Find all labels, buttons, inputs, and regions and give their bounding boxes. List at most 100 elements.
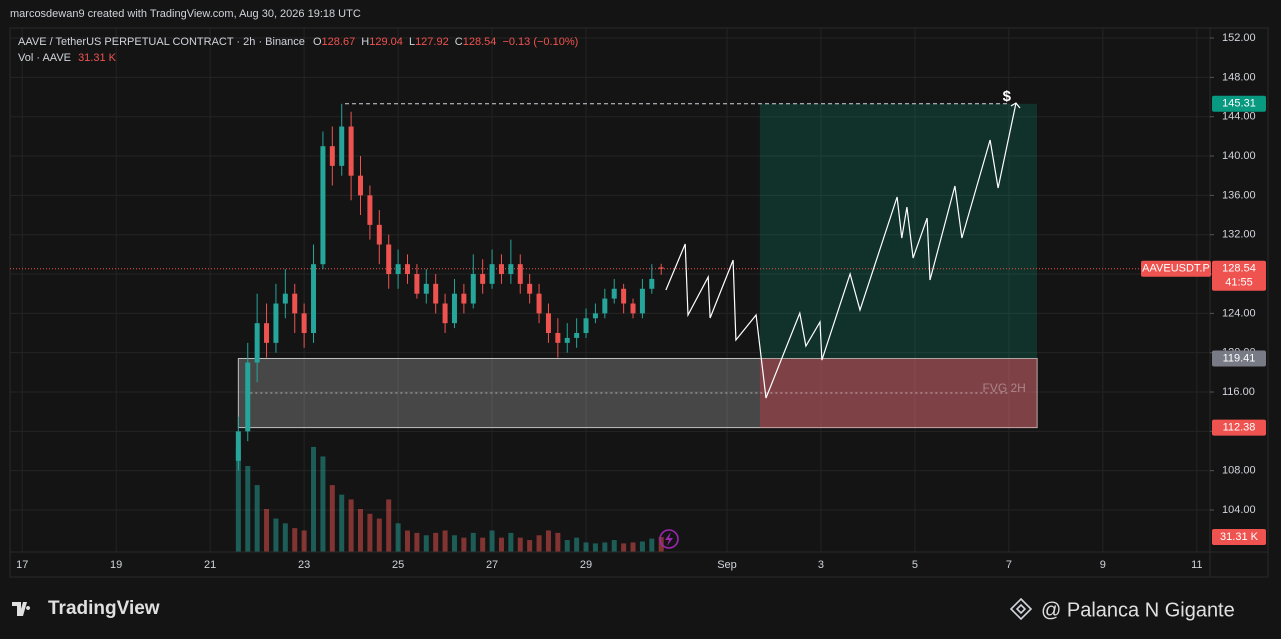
candle-body <box>264 323 270 343</box>
candle-body <box>273 303 279 343</box>
candle-body <box>301 313 307 334</box>
legend-o: O <box>313 36 322 48</box>
candle-body <box>649 278 655 289</box>
volume-bar <box>498 537 504 552</box>
symbol-tag-bg <box>1141 260 1211 277</box>
candle-body <box>583 318 589 334</box>
volume-bar <box>254 485 260 552</box>
volume-bar <box>630 542 636 552</box>
volume-title: Vol · AAVE <box>18 52 71 64</box>
candle-body <box>489 264 495 284</box>
volume-bar <box>367 513 373 552</box>
candle-body <box>358 175 364 196</box>
volume-bar <box>555 532 561 552</box>
y-tick-label: 148.00 <box>1222 71 1256 83</box>
candle-body <box>433 283 439 304</box>
volume-bar <box>292 528 298 552</box>
candle-body <box>292 293 298 314</box>
volume-bar <box>320 456 326 552</box>
candle-body <box>564 337 570 343</box>
volume-bar <box>574 537 580 552</box>
candle-body <box>639 288 645 314</box>
x-tick-label: 27 <box>486 559 498 571</box>
header: marcosdewan9 created with TradingView.co… <box>10 8 361 20</box>
volume-bar <box>329 485 335 552</box>
y-tick-label: 140.00 <box>1222 150 1256 162</box>
candle-body <box>442 303 448 324</box>
target-tag: 145.31 <box>1222 98 1256 110</box>
candle-body <box>414 274 420 294</box>
volume-bar <box>423 535 429 552</box>
candle-body <box>423 283 429 294</box>
candle-body <box>386 244 392 275</box>
volume-bar <box>311 446 317 552</box>
candle-body <box>480 274 486 284</box>
candle-body <box>536 293 542 314</box>
volume-bar <box>404 530 410 552</box>
chart-frame <box>9 27 1269 578</box>
candle-body <box>329 146 335 166</box>
legend-h: H <box>361 36 369 48</box>
volume-bar <box>592 543 598 552</box>
legend-c: C <box>455 36 463 48</box>
footer-credit: @ Palanca N Gigante <box>1009 597 1235 621</box>
x-tick-label: 3 <box>818 559 824 571</box>
x-tick-label: 17 <box>16 559 28 571</box>
candle-body <box>320 146 326 265</box>
candle-body <box>311 264 317 334</box>
candle-body <box>498 264 504 275</box>
volume-bar <box>414 532 420 552</box>
y-tick-label: 108.00 <box>1222 465 1256 477</box>
candle-body <box>348 126 354 176</box>
x-tick-label: 5 <box>912 559 918 571</box>
candle-body <box>404 264 410 275</box>
volume-tag: 31.31 K <box>1220 531 1259 543</box>
volume-bar <box>376 518 382 552</box>
candle-body <box>235 431 241 461</box>
volume-bar <box>395 523 401 552</box>
candle-body <box>245 362 251 432</box>
volume-bar <box>639 541 645 552</box>
y-tick-label: 152.00 <box>1222 32 1256 44</box>
legend-open: 128.67 <box>322 36 356 48</box>
legend-close: 128.54 <box>463 36 497 48</box>
candle-body <box>339 126 345 166</box>
candle-body <box>517 264 523 284</box>
candle-body <box>282 293 288 304</box>
x-tick-label: Sep <box>717 559 737 571</box>
target-marker: $ <box>1003 88 1012 105</box>
volume-bar <box>442 530 448 552</box>
volume-bar <box>649 538 655 552</box>
volume-bar <box>358 509 364 552</box>
volume-bar <box>583 542 589 552</box>
x-tick-label: 9 <box>1100 559 1106 571</box>
stop-tag: 112.38 <box>1223 422 1256 434</box>
candle-body <box>592 313 598 319</box>
candle-body <box>395 264 401 275</box>
volume-legend: Vol · AAVE 31.31 K <box>18 52 117 64</box>
volume-bar <box>339 494 345 552</box>
volume-bar <box>273 518 279 552</box>
volume-bar <box>433 532 439 552</box>
y-tick-label: 136.00 <box>1222 189 1256 201</box>
volume-bar <box>527 540 533 552</box>
projection-arrow <box>1010 102 1021 109</box>
volume-bar <box>536 535 542 552</box>
volume-bar <box>470 532 476 552</box>
legend-l: L <box>409 36 415 48</box>
fvg-label: FVG 2H <box>982 381 1025 395</box>
volume-tag-bg <box>1212 529 1266 546</box>
candle-body <box>527 283 533 294</box>
candle-body <box>545 313 551 334</box>
volume-bar <box>480 537 486 552</box>
volume-last: 31.31 K <box>78 52 117 64</box>
axis-layer: 104.00108.00112.00116.00120.00124.00128.… <box>16 32 1266 571</box>
candle-body <box>508 264 514 275</box>
y-tick-label: 116.00 <box>1222 386 1255 398</box>
candle-body <box>630 303 636 314</box>
brand-logo <box>12 602 31 616</box>
candle-body <box>611 288 617 299</box>
y-tick-label: 104.00 <box>1222 504 1256 516</box>
target-tag-bg <box>1212 95 1266 112</box>
